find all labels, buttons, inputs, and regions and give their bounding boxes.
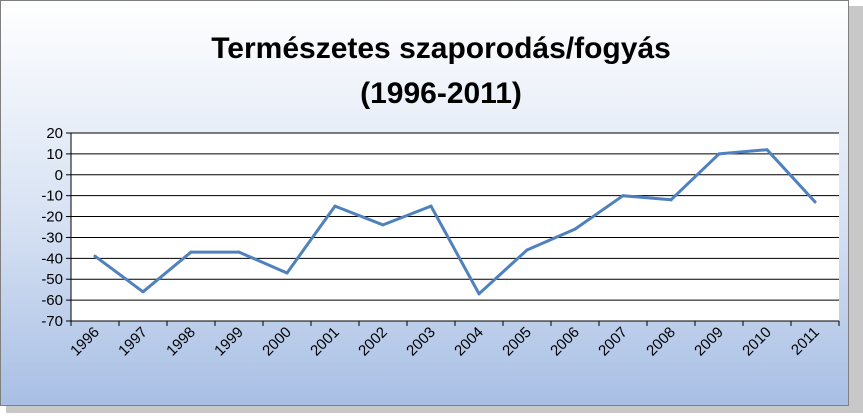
data-point-2004 [477,292,481,296]
chart-shadow-bottom [6,406,863,413]
data-point-1996 [93,254,97,258]
plot-area [71,133,839,321]
data-point-1998 [189,250,193,254]
data-point-2001 [333,204,337,208]
y-tick-label: -40 [41,250,63,267]
y-tick-label: -10 [41,188,63,205]
data-point-2006 [573,227,577,231]
data-point-1997 [141,290,145,294]
y-tick-label: -60 [41,292,63,309]
data-point-2011 [813,200,817,204]
data-point-1999 [237,250,241,254]
series-polyline [93,148,817,296]
series-line [93,148,817,296]
data-point-2007 [621,194,625,198]
y-tick-label: -30 [41,229,63,246]
data-point-2002 [381,223,385,227]
y-tick-label: 20 [46,125,63,142]
y-tick-label: 10 [46,146,63,163]
y-tick-label: 0 [55,167,63,184]
chart-title-line-1: Természetes szaporodás/fogyás [211,32,671,65]
data-point-2003 [429,204,433,208]
data-point-2005 [525,248,529,252]
y-tick-label: -50 [41,271,63,288]
chart-title-line-2: (1996-2011) [360,77,522,110]
y-tick-label: -20 [41,209,63,226]
chart-shadow-right [849,6,863,413]
y-tick-label: -70 [41,313,63,330]
data-point-2000 [285,271,289,275]
data-point-2010 [765,148,769,152]
data-point-2008 [669,198,673,202]
data-point-2009 [717,152,721,156]
y-axis-ticks: 20 10 0 -10 -20 -30 -40 -50 -60 -70 [41,125,71,330]
